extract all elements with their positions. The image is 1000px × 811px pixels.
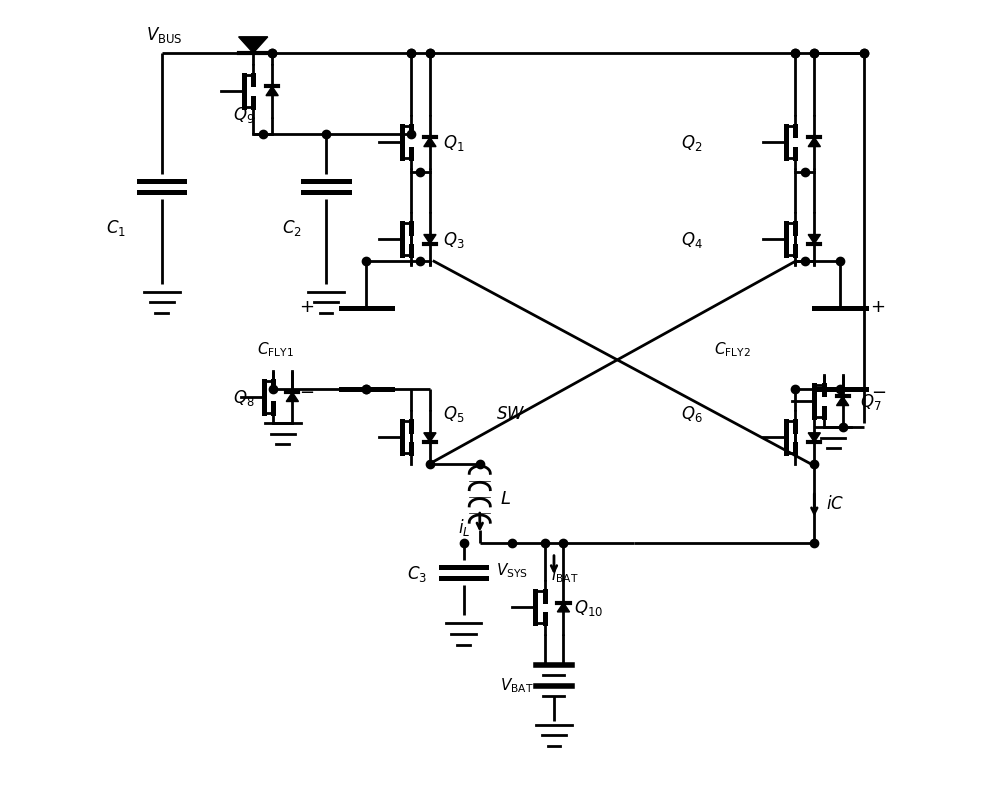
Text: $Q_8$: $Q_8$ — [233, 388, 255, 407]
Text: $Q_3$: $Q_3$ — [443, 230, 465, 250]
Polygon shape — [424, 138, 436, 148]
Text: $Q_5$: $Q_5$ — [443, 404, 465, 423]
Polygon shape — [266, 88, 278, 97]
Polygon shape — [808, 235, 820, 244]
Text: +: + — [299, 298, 314, 316]
Text: $iC$: $iC$ — [826, 495, 845, 513]
Text: $Q_9$: $Q_9$ — [233, 105, 255, 125]
Text: $Q_{10}$: $Q_{10}$ — [574, 598, 604, 617]
Text: $C_1$: $C_1$ — [106, 217, 126, 238]
Text: $C_2$: $C_2$ — [282, 217, 302, 238]
Text: $I_\mathrm{BAT}$: $I_\mathrm{BAT}$ — [551, 566, 579, 585]
Text: $V_\mathrm{BUS}$: $V_\mathrm{BUS}$ — [146, 25, 182, 45]
Text: +: + — [871, 298, 886, 316]
Text: $C_3$: $C_3$ — [407, 563, 427, 583]
Polygon shape — [808, 433, 820, 443]
Text: $SW$: $SW$ — [496, 405, 525, 423]
Text: $Q_2$: $Q_2$ — [681, 133, 702, 152]
Polygon shape — [424, 235, 436, 244]
Text: $-$: $-$ — [299, 382, 314, 400]
Polygon shape — [808, 138, 820, 148]
Polygon shape — [424, 433, 436, 443]
Text: $Q_4$: $Q_4$ — [681, 230, 702, 250]
Text: $Q_1$: $Q_1$ — [443, 133, 465, 152]
Text: $C_\mathrm{FLY2}$: $C_\mathrm{FLY2}$ — [714, 340, 751, 358]
Text: $Q_6$: $Q_6$ — [681, 404, 702, 423]
Polygon shape — [286, 393, 298, 402]
Text: $C_\mathrm{FLY1}$: $C_\mathrm{FLY1}$ — [257, 340, 294, 358]
Text: $Q_7$: $Q_7$ — [860, 392, 882, 411]
Text: $V_\mathrm{BAT}$: $V_\mathrm{BAT}$ — [500, 675, 534, 693]
Polygon shape — [837, 397, 849, 406]
Text: $L$: $L$ — [500, 489, 511, 507]
Text: $V_\mathrm{SYS}$: $V_\mathrm{SYS}$ — [496, 560, 528, 579]
Polygon shape — [239, 38, 268, 54]
Polygon shape — [557, 603, 570, 612]
Text: $-$: $-$ — [871, 382, 886, 400]
Text: $i_L$: $i_L$ — [458, 517, 470, 537]
